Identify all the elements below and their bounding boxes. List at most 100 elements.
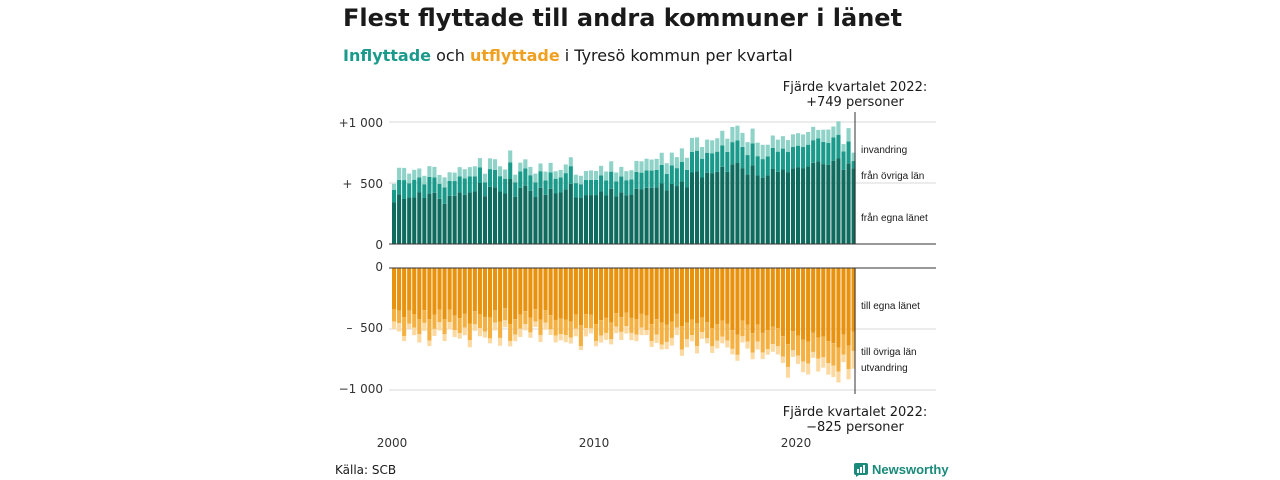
bar-out-2-58 bbox=[684, 339, 689, 348]
bar-out-0-28 bbox=[533, 268, 538, 310]
bar-out-1-59 bbox=[689, 319, 695, 336]
bar-out-2-5 bbox=[417, 334, 422, 343]
bar-in-0-44 bbox=[614, 196, 619, 244]
bar-in-2-91 bbox=[851, 152, 856, 162]
bar-out-0-0 bbox=[392, 268, 397, 310]
axes bbox=[389, 243, 936, 269]
bar-in-2-20 bbox=[493, 159, 498, 170]
bar-in-0-79 bbox=[790, 168, 796, 244]
bar-in-2-72 bbox=[755, 142, 760, 157]
bar-in-2-65 bbox=[720, 130, 725, 146]
bar-out-0-44 bbox=[614, 268, 619, 314]
bar-in-0-15 bbox=[467, 192, 472, 244]
bar-out-1-91 bbox=[851, 331, 856, 351]
bar-in-0-22 bbox=[503, 193, 508, 244]
bar-out-2-72 bbox=[755, 341, 760, 350]
bar-out-1-23 bbox=[508, 324, 513, 341]
bar-in-1-86 bbox=[826, 142, 831, 165]
bar-in-0-74 bbox=[765, 175, 770, 244]
bar-out-0-69 bbox=[740, 268, 745, 321]
bar-out-1-19 bbox=[487, 317, 493, 339]
bar-out-1-64 bbox=[715, 324, 720, 341]
bar-in-1-80 bbox=[796, 145, 801, 168]
bar-in-1-9 bbox=[437, 183, 442, 199]
bar-in-1-25 bbox=[518, 171, 523, 188]
bar-out-1-5 bbox=[417, 319, 422, 335]
bar-out-0-70 bbox=[745, 268, 750, 325]
bar-in-0-64 bbox=[715, 171, 720, 244]
bar-out-1-3 bbox=[407, 310, 412, 324]
bar-out-2-6 bbox=[422, 322, 427, 331]
bar-in-2-73 bbox=[760, 144, 765, 160]
newsworthy-logo[interactable]: Newsworthy bbox=[854, 462, 949, 477]
bar-out-1-81 bbox=[801, 339, 806, 362]
bar-in-1-26 bbox=[523, 168, 528, 186]
bar-in-2-29 bbox=[538, 163, 543, 172]
bar-out-0-25 bbox=[518, 268, 523, 315]
bar-out-0-87 bbox=[831, 268, 836, 344]
bar-out-0-84 bbox=[816, 268, 821, 338]
bar-in-0-6 bbox=[422, 198, 427, 244]
bar-out-2-63 bbox=[710, 346, 715, 353]
bar-out-1-34 bbox=[563, 319, 568, 335]
chart-logo-icon bbox=[854, 462, 868, 477]
bar-out-0-51 bbox=[649, 268, 654, 325]
x-tick-2010: 2010 bbox=[579, 436, 610, 450]
bar-out-0-29 bbox=[538, 268, 543, 320]
bar-out-2-54 bbox=[664, 341, 669, 350]
bar-out-2-57 bbox=[679, 349, 684, 356]
bar-out-1-74 bbox=[765, 330, 770, 350]
bar-out-1-48 bbox=[634, 319, 639, 335]
bar-out-1-20 bbox=[493, 309, 498, 323]
bar-out-1-31 bbox=[548, 315, 553, 330]
bar-out-1-47 bbox=[629, 317, 634, 333]
bar-out-1-27 bbox=[528, 317, 533, 333]
bar-out-2-76 bbox=[775, 346, 780, 355]
bar-in-2-26 bbox=[523, 159, 528, 169]
bar-in-1-65 bbox=[720, 145, 725, 167]
bar-in-2-17 bbox=[477, 158, 482, 168]
bar-out-0-5 bbox=[417, 268, 422, 319]
bar-in-0-20 bbox=[493, 187, 498, 244]
bar-out-0-67 bbox=[730, 268, 735, 331]
bar-in-2-77 bbox=[780, 136, 785, 149]
bar-in-0-56 bbox=[674, 186, 679, 244]
bar-in-0-35 bbox=[568, 183, 573, 244]
bar-out-0-50 bbox=[644, 268, 649, 316]
subtitle-rest: i Tyresö kommun per kvartal bbox=[559, 46, 793, 65]
bar-in-2-55 bbox=[669, 152, 674, 166]
bar-in-1-62 bbox=[705, 152, 710, 173]
bar-out-1-14 bbox=[462, 313, 467, 328]
bar-out-2-51 bbox=[649, 340, 654, 347]
bar-in-2-38 bbox=[583, 171, 588, 180]
bar-in-2-35 bbox=[568, 157, 573, 167]
bar-out-1-0 bbox=[392, 309, 397, 322]
bar-in-0-86 bbox=[826, 164, 831, 244]
bar-in-2-74 bbox=[765, 144, 770, 157]
bar-out-2-12 bbox=[452, 329, 457, 338]
bar-in-0-19 bbox=[487, 186, 493, 244]
bar-in-1-28 bbox=[533, 182, 538, 198]
bar-in-0-32 bbox=[553, 193, 558, 244]
bar-in-1-85 bbox=[821, 141, 826, 165]
bar-out-0-35 bbox=[568, 268, 573, 322]
bar-in-2-71 bbox=[750, 128, 755, 144]
bar-out-2-41 bbox=[599, 335, 604, 343]
bar-out-0-75 bbox=[770, 268, 775, 327]
bar-in-1-76 bbox=[775, 151, 780, 172]
bar-out-1-42 bbox=[604, 317, 609, 333]
bar-out-0-15 bbox=[467, 268, 472, 324]
bar-out-1-15 bbox=[467, 323, 472, 341]
bar-out-2-45 bbox=[619, 331, 624, 340]
bar-out-0-62 bbox=[705, 268, 710, 323]
bar-in-1-41 bbox=[599, 175, 604, 192]
series-label-till-ovriga-lan: till övriga län bbox=[861, 347, 917, 358]
bar-in-2-39 bbox=[588, 170, 594, 180]
bar-out-0-11 bbox=[447, 268, 452, 310]
bar-out-2-79 bbox=[790, 350, 796, 357]
bar-in-1-36 bbox=[573, 183, 578, 198]
bar-out-2-3 bbox=[407, 323, 412, 329]
bar-in-1-89 bbox=[841, 151, 846, 170]
bar-in-0-81 bbox=[801, 168, 806, 244]
bar-out-2-50 bbox=[644, 329, 649, 336]
